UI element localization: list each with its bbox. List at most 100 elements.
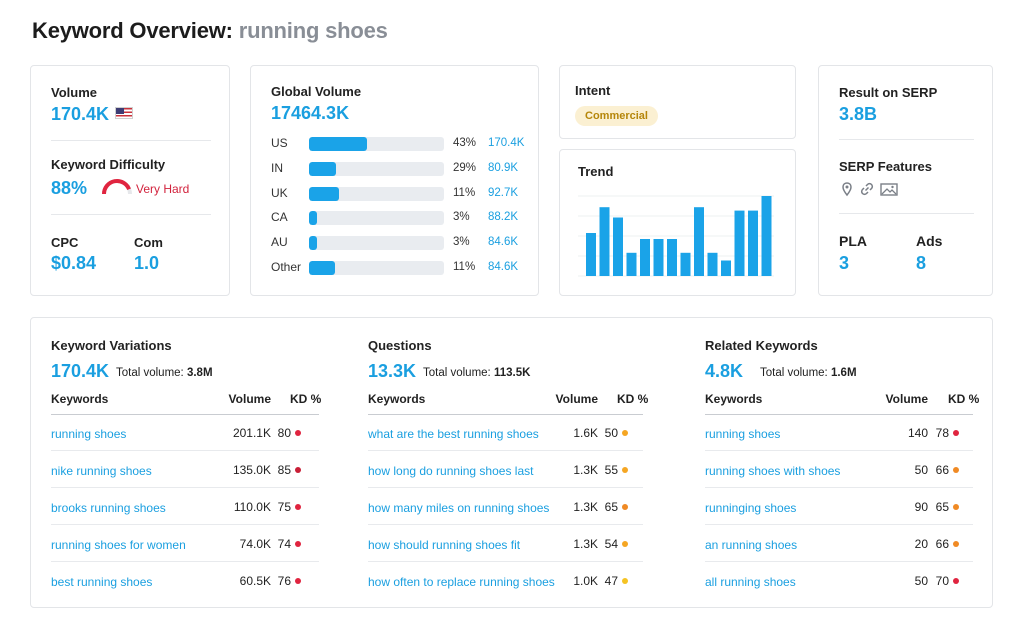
country-code: AU [271, 235, 288, 250]
serp-divider-2 [839, 213, 974, 214]
country-volume-fill [309, 261, 335, 275]
trend-bar [748, 210, 758, 276]
volume-divider-2 [51, 214, 211, 215]
row-divider [705, 450, 973, 451]
link-icon[interactable] [859, 181, 875, 197]
country-volume[interactable]: 92.7K [488, 186, 519, 199]
keyword-link[interactable]: running shoes with shoes [705, 464, 841, 478]
keyword-link[interactable]: how long do running shoes last [368, 464, 534, 478]
country-volume-bar [309, 211, 444, 226]
global-volume-row: CA 3% 88.2K [271, 209, 531, 227]
column-header-kd[interactable]: KD % [948, 392, 980, 406]
keyword-volume: 60.5K [239, 574, 271, 588]
keyword-difficulty: 66 [935, 537, 949, 551]
difficulty-dot-icon [295, 504, 301, 510]
keyword-difficulty: 47 [604, 574, 618, 588]
country-code: CA [271, 210, 288, 225]
country-code: US [271, 136, 288, 150]
difficulty-dot-icon [622, 467, 628, 473]
column-header-volume[interactable]: Volume [228, 392, 271, 406]
row-divider [705, 487, 973, 488]
keyword-link[interactable]: running shoes for women [51, 538, 186, 552]
us-flag-icon [115, 107, 133, 119]
keyword-volume: 135.0K [232, 463, 271, 477]
country-volume[interactable]: 170.4K [488, 137, 525, 149]
keyword-difficulty: 65 [604, 500, 618, 514]
trend-bar [721, 260, 731, 276]
serp-card: Result on SERP 3.8B SERP Features PLA 3 … [818, 65, 993, 296]
keyword-link[interactable]: all running shoes [705, 575, 796, 589]
list-count[interactable]: 13.3K [368, 361, 417, 381]
difficulty-dot-icon [622, 430, 628, 436]
kd-label: Keyword Difficulty [51, 157, 166, 172]
keyword-difficulty: 55 [604, 463, 618, 477]
trend-bar [707, 252, 718, 276]
keyword-link[interactable]: running shoes [705, 427, 781, 441]
table-header-divider [368, 414, 643, 415]
trend-bar [761, 196, 772, 276]
list-count[interactable]: 4.8K [705, 361, 744, 381]
column-header-volume[interactable]: Volume [555, 392, 598, 406]
volume-value: 170.4K [51, 104, 110, 124]
difficulty-dot-icon [622, 504, 628, 510]
keyword-volume: 1.6K [573, 426, 598, 440]
total-volume-value: 113.5K [493, 367, 531, 379]
serp-features-icons [839, 181, 899, 197]
country-volume[interactable]: 88.2K [488, 211, 519, 224]
keyword-link[interactable]: an running shoes [705, 538, 798, 552]
keyword-link[interactable]: how many miles on running shoes [368, 501, 550, 515]
keyword-volume: 1.3K [573, 463, 598, 477]
keyword-link[interactable]: what are the best running shoes [368, 427, 539, 441]
global-volume-card: Global Volume 17464.3K US 43% 170.4K IN 29% 8… [250, 65, 539, 296]
keyword-link[interactable]: how often to replace running shoes [368, 575, 555, 589]
row-divider [705, 524, 973, 525]
location-pin-icon[interactable] [839, 181, 855, 197]
page-title: Keyword Overview: running shoes [32, 18, 388, 44]
result-on-serp-label: Result on SERP [839, 85, 938, 100]
column-header-kd[interactable]: KD % [617, 392, 649, 406]
keyword-volume: 1.0K [573, 574, 598, 588]
cpc-value: $0.84 [51, 253, 97, 273]
trend-label: Trend [578, 164, 614, 179]
country-volume-fill [309, 236, 318, 251]
image-icon[interactable] [879, 181, 899, 197]
keyword-link[interactable]: how should running shoes fit [368, 538, 521, 552]
country-volume[interactable]: 80.9K [488, 161, 519, 174]
trend-bar [586, 233, 596, 276]
country-volume[interactable]: 84.6K [488, 236, 519, 249]
keyword-difficulty: 65 [935, 500, 949, 514]
total-volume-label: Total volume: [116, 367, 184, 379]
cpc-label: CPC [51, 235, 79, 250]
page-title-keyword: running shoes [238, 18, 388, 43]
keyword-link[interactable]: runninging shoes [705, 501, 797, 515]
keyword-difficulty: 80 [277, 426, 291, 440]
keyword-lists-card: Keyword Variations 170.4K Total volume: 3.… [30, 317, 993, 608]
keyword-volume: 90 [914, 500, 928, 514]
keyword-link[interactable]: running shoes [51, 427, 127, 441]
trend-bar [680, 252, 691, 276]
list-title: Questions [368, 338, 432, 353]
row-divider [51, 487, 319, 488]
keyword-link[interactable]: best running shoes [51, 575, 153, 589]
column-header-volume[interactable]: Volume [885, 392, 928, 406]
row-divider [368, 487, 643, 488]
country-code: UK [271, 185, 288, 200]
keyword-link[interactable]: nike running shoes [51, 464, 152, 478]
difficulty-dot-icon [953, 430, 959, 436]
keyword-link[interactable]: brooks running shoes [51, 501, 166, 515]
ads-label: Ads [916, 233, 943, 249]
list-total-volume: Total volume: 113.5K [423, 367, 530, 379]
country-volume-fill [309, 137, 368, 151]
country-volume[interactable]: 84.6K [488, 261, 519, 273]
list-count[interactable]: 170.4K [51, 361, 110, 381]
country-volume-bar [309, 236, 444, 251]
trend-bar [667, 239, 677, 276]
column-header-keywords: Keywords [368, 392, 426, 406]
keyword-volume: 20 [914, 537, 928, 551]
row-divider [51, 450, 319, 451]
difficulty-dot-icon [953, 467, 959, 473]
difficulty-dot-icon [953, 541, 959, 547]
keyword-volume: 50 [914, 463, 928, 477]
column-header-kd[interactable]: KD % [290, 392, 322, 406]
keyword-volume: 1.3K [573, 500, 598, 514]
